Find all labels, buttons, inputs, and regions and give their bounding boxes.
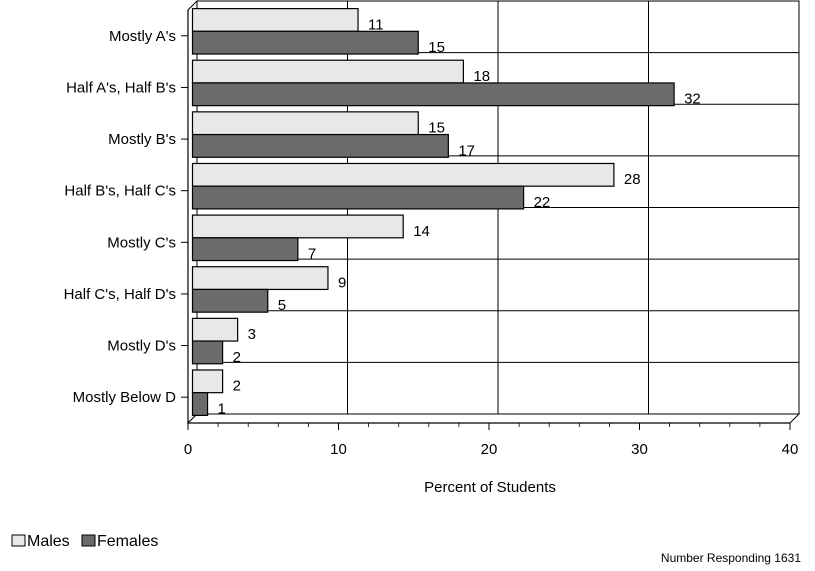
value-label-males-1: 18 bbox=[473, 68, 490, 85]
category-label-1: Half A's, Half B's bbox=[66, 79, 176, 96]
legend-label-males: Males bbox=[27, 533, 70, 550]
value-label-females-4: 7 bbox=[308, 246, 316, 263]
bar-males-4 bbox=[191, 214, 404, 239]
value-label-males-5: 9 bbox=[338, 274, 346, 291]
value-label-females-5: 5 bbox=[278, 297, 286, 314]
x-tick-label-0: 0 bbox=[184, 441, 192, 458]
legend-label-females: Females bbox=[97, 533, 158, 550]
category-label-2: Mostly B's bbox=[108, 131, 176, 148]
bar-males-6 bbox=[191, 317, 239, 342]
legend-swatch-females bbox=[81, 534, 96, 547]
category-label-3: Half B's, Half C's bbox=[64, 183, 176, 200]
axes-layer bbox=[181, 10, 791, 430]
bar-females-3 bbox=[191, 185, 525, 210]
bar-females-4 bbox=[191, 237, 299, 262]
category-label-5: Half C's, Half D's bbox=[64, 286, 176, 303]
value-label-females-0: 15 bbox=[428, 39, 445, 56]
bar-females-6 bbox=[191, 340, 224, 365]
value-label-males-0: 11 bbox=[368, 16, 384, 33]
bar-males-0 bbox=[191, 7, 359, 32]
value-label-females-1: 32 bbox=[684, 91, 701, 108]
bar-females-5 bbox=[191, 288, 269, 313]
bar-males-1 bbox=[191, 59, 464, 84]
category-label-0: Mostly A's bbox=[109, 28, 176, 45]
bars-layer bbox=[191, 7, 675, 417]
category-label-6: Mostly D's bbox=[107, 338, 176, 355]
value-label-females-7: 1 bbox=[218, 400, 226, 417]
value-label-females-3: 22 bbox=[534, 194, 551, 211]
bar-females-7 bbox=[191, 392, 209, 417]
x-tick-label-1: 10 bbox=[330, 441, 347, 458]
category-label-7: Mostly Below D bbox=[73, 389, 177, 406]
value-label-males-4: 14 bbox=[413, 223, 430, 240]
category-label-4: Mostly C's bbox=[107, 234, 176, 251]
value-label-males-3: 28 bbox=[624, 171, 641, 188]
legend: Males Females bbox=[11, 533, 158, 550]
x-tick-label-4: 40 bbox=[782, 441, 799, 458]
respondents-note: Number Responding 1631 bbox=[661, 551, 801, 565]
bar-males-5 bbox=[191, 266, 329, 291]
x-axis-label: Percent of Students bbox=[424, 479, 556, 496]
plot-floor bbox=[186, 413, 801, 424]
bar-males-7 bbox=[191, 369, 224, 394]
value-label-females-2: 17 bbox=[458, 142, 475, 159]
bar-females-2 bbox=[191, 133, 449, 158]
value-label-females-6: 2 bbox=[233, 349, 241, 366]
x-tick-label-3: 30 bbox=[631, 441, 648, 458]
legend-swatch-males bbox=[11, 534, 26, 547]
value-label-males-7: 2 bbox=[233, 378, 241, 395]
bar-males-2 bbox=[191, 111, 419, 136]
bar-males-3 bbox=[191, 162, 615, 187]
value-label-males-2: 15 bbox=[428, 120, 445, 137]
x-tick-label-2: 20 bbox=[481, 441, 498, 458]
bar-females-0 bbox=[191, 30, 419, 55]
bar-females-1 bbox=[191, 82, 675, 107]
value-label-males-6: 3 bbox=[248, 326, 256, 343]
